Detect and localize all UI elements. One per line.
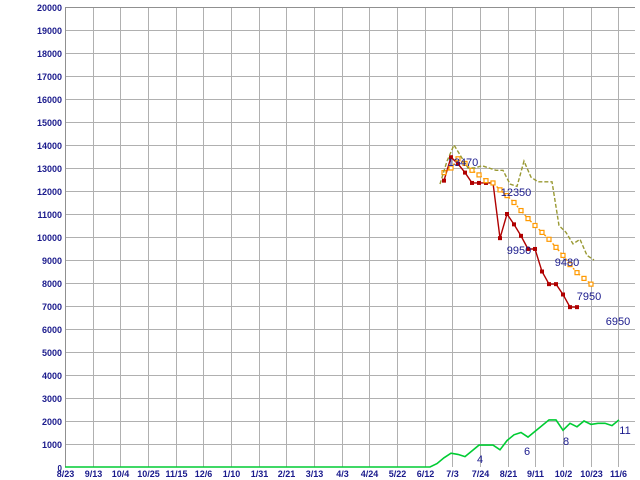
series-marker-secondary-orange (476, 172, 482, 178)
y-axis-tick-label: 11000 (37, 210, 62, 220)
x-axis-tick-label: 8/21 (500, 469, 518, 479)
x-axis-tick-label: 9/11 (527, 469, 544, 479)
series-marker-primary-red (470, 180, 474, 185)
grid-layer (65, 7, 635, 467)
volume-value-label: 4 (477, 454, 483, 466)
series-marker-secondary-orange (504, 193, 510, 199)
series-marker-primary-red (442, 178, 446, 183)
y-axis-tick-label: 4000 (42, 371, 62, 381)
series-layer (65, 143, 620, 468)
data-value-label: 6950 (606, 316, 630, 328)
series-marker-primary-red (512, 222, 516, 227)
data-value-label: 9950 (507, 245, 531, 257)
series-marker-primary-red (519, 233, 523, 238)
x-axis-tick-label: 10/2 (555, 469, 573, 479)
x-axis-tick-label: 7/24 (472, 469, 490, 479)
x-axis-tick-label: 6/12 (417, 469, 435, 479)
y-axis-tick-label: 12000 (37, 187, 62, 197)
x-axis-tick-label: 3/13 (306, 469, 324, 479)
x-axis-tick-label: 4/24 (361, 469, 379, 479)
y-axis-tick-label: 17000 (37, 72, 62, 82)
x-axis-tick-label: 10/23 (580, 469, 603, 479)
y-axis-tick-label: 3000 (42, 394, 62, 404)
series-line-secondary-orange (443, 157, 592, 285)
series-marker-primary-red (505, 212, 509, 216)
x-axis-tick-label: 12/6 (195, 469, 213, 479)
series-marker-secondary-orange (497, 187, 503, 193)
series-marker-primary-red (498, 236, 502, 241)
series-marker-secondary-orange (560, 252, 566, 258)
series-marker-primary-red (554, 282, 558, 287)
series-marker-secondary-orange (567, 262, 573, 268)
y-axis-tick-label: 13000 (37, 164, 62, 174)
series-marker-secondary-orange (546, 236, 552, 242)
data-value-label: 12350 (501, 187, 532, 199)
series-marker-primary-red (526, 246, 530, 251)
series-marker-primary-red (449, 155, 453, 160)
y-axis-tick-label: 15000 (37, 118, 62, 128)
volume-value-label: 6 (524, 446, 530, 458)
x-axis-tick-label: 7/3 (446, 469, 459, 479)
y-axis-tick-label: 9000 (42, 256, 62, 266)
series-marker-secondary-orange (581, 275, 587, 281)
x-axis-tick-label: 10/25 (137, 469, 160, 479)
series-marker-primary-red (456, 161, 460, 166)
y-axis-tick-label: 14000 (37, 141, 62, 151)
x-axis-tick-label: 8/23 (57, 469, 75, 479)
series-marker-secondary-orange (574, 270, 580, 276)
x-axis-tick-label: 11/15 (165, 469, 187, 479)
series-marker-primary-red (575, 305, 579, 310)
y-axis-tick-label: 20000 (37, 3, 62, 13)
x-axis-tick-label: 4/3 (336, 469, 349, 479)
volume-value-label: 8 (563, 436, 569, 448)
y-axis-tick-label: 10000 (37, 233, 62, 243)
series-marker-secondary-orange (525, 216, 531, 222)
axis-layer: 0 1000 2000 3000 4000 5000 6000 7000 8000 9000 100… (37, 3, 635, 479)
series-line-tertiary-olive (439, 143, 595, 261)
y-axis-tick-label: 1000 (42, 440, 62, 450)
y-axis-tick-label: 5000 (42, 348, 62, 358)
series-marker-primary-red (463, 170, 467, 175)
x-axis-tick-label: 5/22 (389, 469, 407, 479)
series-marker-primary-red (477, 180, 481, 185)
series-marker-primary-red (561, 292, 565, 297)
series-marker-secondary-orange (588, 281, 594, 287)
data-value-label: 13470 (448, 157, 479, 169)
series-marker-secondary-orange (532, 222, 538, 229)
series-marker-secondary-orange (539, 229, 545, 235)
y-axis-tick-label: 8000 (42, 279, 62, 289)
x-axis-tick-label: 11/6 (610, 469, 627, 479)
y-axis-tick-label: 16000 (37, 95, 62, 105)
series-marker-secondary-orange (553, 244, 559, 250)
x-axis-tick-label: 1/31 (251, 469, 269, 479)
series-marker-primary-red (533, 246, 537, 251)
y-axis-tick-label: 6000 (42, 325, 62, 335)
volume-value-label: 11 (619, 425, 630, 437)
y-axis-tick-label: 0 (58, 464, 63, 473)
series-marker-primary-red (547, 282, 551, 287)
series-marker-secondary-orange (518, 207, 524, 214)
y-axis-tick-label: 2000 (42, 417, 62, 427)
series-marker-secondary-orange (511, 199, 517, 206)
x-axis-tick-label: 1/10 (223, 469, 241, 479)
series-line-volume-green (65, 419, 620, 468)
y-axis-tick-label: 7000 (42, 302, 62, 312)
series-marker-secondary-orange (483, 178, 489, 184)
x-axis-tick-label: 2/21 (278, 469, 296, 479)
x-axis-tick-label: 9/13 (85, 469, 103, 479)
series-marker-primary-red (540, 269, 544, 274)
series-marker-secondary-orange (490, 180, 496, 186)
series-marker-secondary-orange (448, 165, 454, 171)
x-axis-tick-label: 10/4 (112, 469, 130, 479)
y-axis-tick-label: 18000 (37, 49, 62, 59)
data-label-layer: 13470 12350 9950 9480 7950 6950 4 6 8 11 (448, 157, 631, 466)
y-axis-tick-label: 19000 (37, 26, 62, 36)
data-value-label: 7950 (577, 291, 601, 303)
series-marker-primary-red (568, 305, 572, 310)
series-marker-secondary-orange (455, 156, 461, 162)
data-value-label: 9480 (555, 257, 579, 269)
